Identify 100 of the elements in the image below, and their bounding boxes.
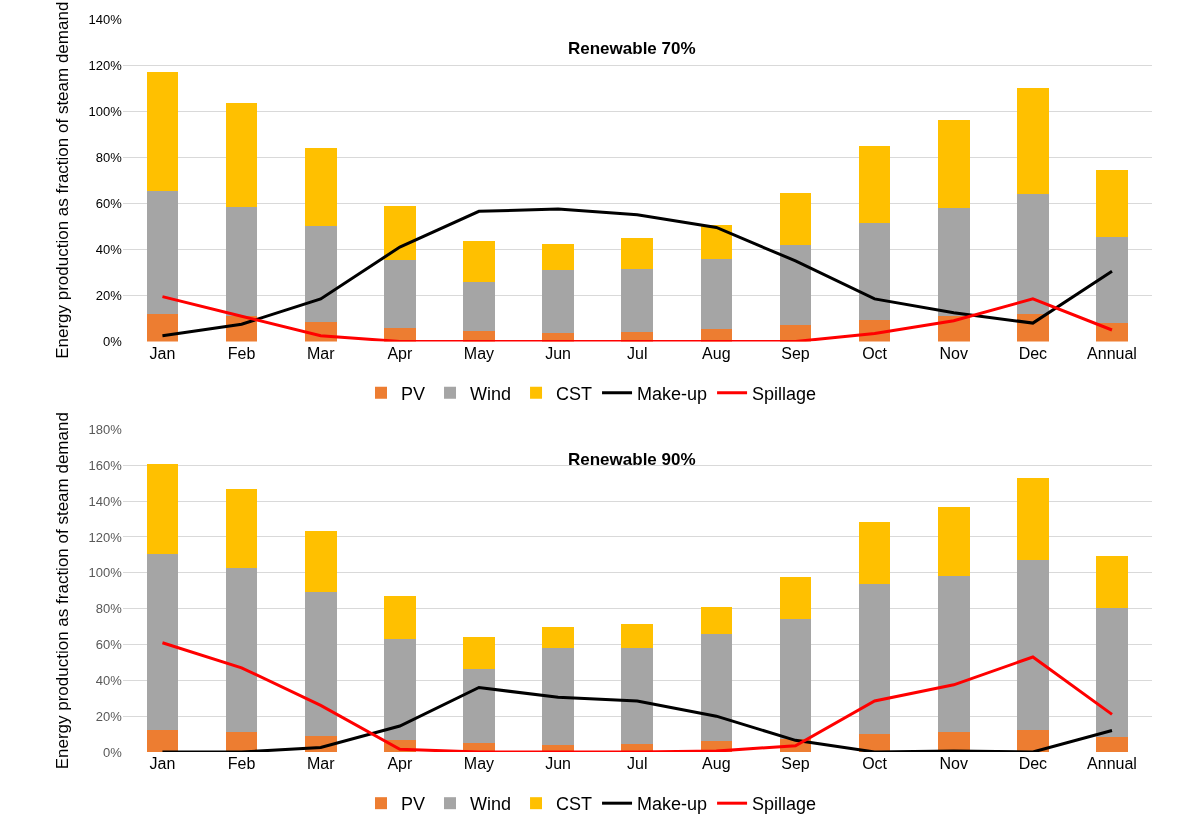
line-series [160,641,1114,752]
y-tick-label: 80% [95,149,123,165]
bar [304,148,337,227]
bar [225,732,258,752]
bar [779,244,812,326]
x-tick-label: Feb [227,755,256,772]
bar [700,258,733,329]
y-tick-label: 140% [88,493,123,509]
y-axis-title: Energy production as fraction of steam demand [53,412,73,770]
bar [1017,560,1049,730]
bar [700,633,733,742]
legend-label: Spillage [752,794,817,815]
legend-label: Wind [470,383,512,404]
x-tick-label: Annual [1087,755,1137,772]
legend-label: CST [556,794,593,815]
bar [779,192,812,245]
x-tick-label: Apr [387,344,413,362]
bar [384,259,416,328]
bar [463,241,495,282]
y-tick-label: 120% [88,57,123,73]
line-series [160,207,1114,338]
x-tick-label: Jun [545,344,571,362]
bar [858,222,891,320]
x-tick-label: Jan [149,344,176,362]
bar [384,596,416,640]
y-tick-label: 140% [88,11,123,27]
y-tick-label: 20% [95,288,123,303]
y-tick-label: 160% [88,457,123,473]
bar [542,648,574,745]
bar [463,637,495,669]
bar [146,554,179,730]
bar [621,648,654,744]
bar [1096,236,1128,324]
x-tick-label: Oct [862,755,888,772]
legend-label: PV [401,383,426,404]
bar [146,729,179,752]
y-tick-label: 100% [88,565,123,581]
bar [463,668,495,744]
legend-label: Wind [470,794,512,815]
bar [225,103,258,207]
y-tick-label: 120% [88,529,123,545]
x-tick-label: Aug [702,344,731,362]
bar [542,270,574,334]
bar [1096,736,1128,752]
bar [146,190,179,314]
bar [779,577,812,619]
bar [858,521,891,584]
x-tick-label: Mar [306,755,336,772]
bar [937,120,970,208]
y-tick-label: 80% [95,601,123,617]
text: Renewable 70% [568,39,696,58]
legend-label: Spillage [752,383,817,404]
bar [858,583,891,735]
legend-label: PV [401,794,426,815]
y-tick-label: 180% [88,422,123,438]
y-tick-label: 40% [95,672,123,688]
bar [542,627,574,649]
bar [463,281,495,332]
bar [621,268,654,333]
line-series [160,295,1114,342]
y-tick-label: 60% [95,195,123,211]
bar [225,488,258,569]
x-tick-label: Jul [626,755,648,772]
y-tick-label: 20% [95,708,123,724]
bar [621,623,654,649]
x-tick-label: Jan [149,755,176,772]
x-tick-label: Feb [227,344,256,362]
legend-label: Make-up [637,383,708,404]
bar [225,568,258,733]
x-tick-label: Apr [387,755,413,772]
bar [146,71,179,191]
x-tick-label: Sep [781,344,810,362]
bar [1096,555,1128,608]
legend-label: Make-up [637,794,708,815]
bar [146,463,179,555]
x-tick-label: Dec [1018,344,1048,362]
bar [937,506,970,576]
bar [225,206,258,317]
bar [700,225,733,259]
bar [384,639,416,741]
bar [1096,323,1128,342]
legend-label: CST [556,383,593,404]
y-tick-label: 0% [103,744,123,760]
y-tick-label: 100% [88,103,123,119]
bar [1017,194,1049,314]
x-tick-label: Aug [702,755,731,772]
bar [1096,607,1128,737]
x-tick-label: Jun [545,755,571,772]
x-tick-label: May [463,344,495,362]
bar [700,606,733,634]
x-tick-label: Annual [1087,344,1137,362]
bar [304,591,337,736]
y-tick-label: 40% [95,241,123,257]
y-axis-title: Energy production as fraction of steam demand [53,1,73,359]
y-tick-label: 0% [103,334,123,350]
x-tick-label: Sep [781,755,810,772]
x-tick-label: Nov [939,344,968,362]
line-series [160,686,1114,752]
bar [304,530,337,592]
bar [146,313,179,342]
